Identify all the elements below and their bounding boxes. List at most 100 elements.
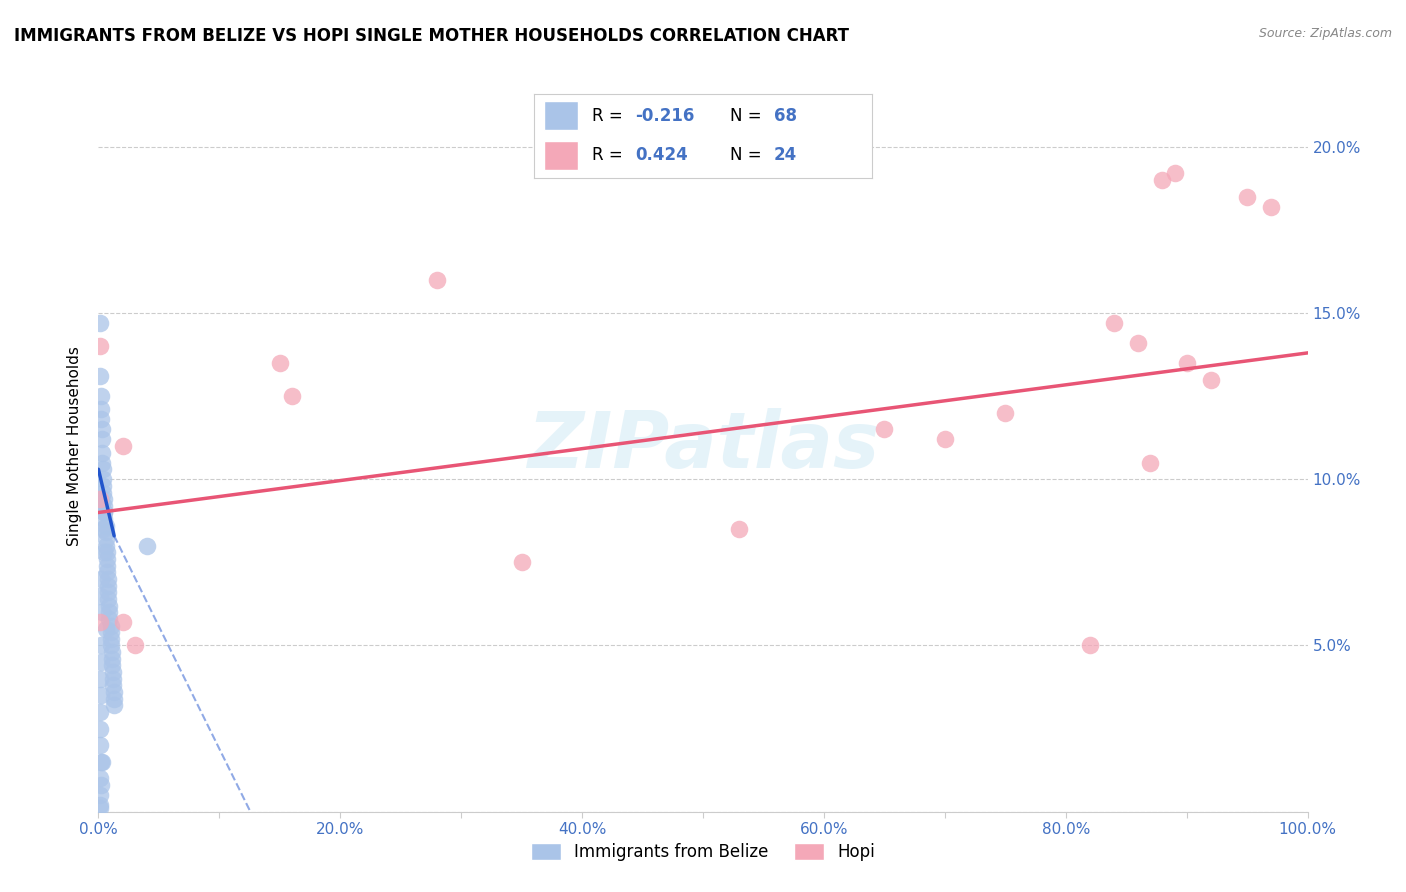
Point (90, 639, 112, 653)
Point (89, 738, 111, 752)
Text: N =: N = (730, 107, 766, 125)
Point (1199, 372, 1222, 386)
Point (91, 472, 114, 486)
Point (91, 445, 114, 459)
Point (91, 479, 114, 493)
Point (100, 632, 122, 646)
Point (100, 652, 122, 666)
Point (97, 572, 120, 586)
Text: Source: ZipAtlas.com: Source: ZipAtlas.com (1258, 27, 1392, 40)
Point (93, 506, 115, 520)
Point (97, 585, 120, 599)
Point (94, 622, 117, 636)
Point (1236, 189, 1258, 203)
Point (101, 672, 124, 686)
Point (100, 618, 122, 632)
Text: ZIPatlas: ZIPatlas (527, 408, 879, 484)
Point (93, 545, 115, 559)
Point (101, 678, 124, 692)
Point (91, 433, 114, 447)
Point (90, 655, 112, 669)
Text: R =: R = (592, 107, 627, 125)
Point (103, 691, 125, 706)
Point (934, 433, 956, 447)
Text: IMMIGRANTS FROM BELIZE VS HOPI SINGLE MOTHER HOUSEHOLDS CORRELATION CHART: IMMIGRANTS FROM BELIZE VS HOPI SINGLE MO… (14, 27, 849, 45)
Point (89, 798, 111, 813)
Point (90, 402, 112, 417)
Point (93, 499, 115, 513)
Text: 0.424: 0.424 (636, 145, 689, 163)
Point (89, 722, 111, 736)
Point (91, 462, 114, 476)
Point (1152, 173, 1174, 187)
Point (426, 273, 449, 287)
Point (1102, 316, 1125, 330)
Point (96, 566, 118, 580)
Point (89, 589, 111, 603)
Point (124, 639, 146, 653)
Point (96, 552, 118, 566)
Point (994, 406, 1017, 420)
Point (89, 316, 111, 330)
Legend: Immigrants from Belize, Hopi: Immigrants from Belize, Hopi (523, 834, 883, 869)
Point (91, 755, 114, 769)
Point (873, 422, 896, 436)
Point (91, 485, 114, 500)
Point (97, 579, 120, 593)
Point (94, 518, 117, 533)
Point (135, 539, 157, 553)
Bar (544, 102, 578, 130)
Text: 68: 68 (773, 107, 797, 125)
Text: -0.216: -0.216 (636, 107, 695, 125)
Point (94, 532, 117, 546)
Point (100, 658, 122, 673)
Point (1078, 639, 1101, 653)
Point (94, 525, 117, 540)
Point (90, 689, 112, 703)
Point (111, 439, 134, 453)
Point (91, 422, 114, 436)
Point (91, 522, 114, 536)
Point (98, 605, 121, 619)
Point (111, 615, 134, 630)
Point (728, 522, 751, 536)
Point (93, 512, 115, 526)
Point (96, 545, 118, 559)
Text: 24: 24 (773, 145, 797, 163)
Point (101, 665, 124, 679)
Point (97, 591, 120, 606)
Point (89, 801, 111, 815)
Point (1128, 335, 1150, 350)
Point (98, 599, 121, 613)
Point (89, 369, 111, 384)
Point (90, 389, 112, 403)
Text: R =: R = (592, 145, 627, 163)
Point (98, 612, 121, 626)
Point (103, 698, 125, 713)
Point (89, 492, 111, 507)
Point (1139, 456, 1161, 470)
Point (90, 755, 112, 769)
Point (93, 492, 115, 507)
Point (94, 539, 117, 553)
Bar (544, 141, 578, 169)
Point (1175, 356, 1198, 370)
Point (89, 672, 111, 686)
Point (91, 605, 114, 619)
Point (281, 389, 304, 403)
Point (89, 772, 111, 786)
Point (90, 572, 112, 586)
Point (89, 788, 111, 802)
Point (103, 685, 125, 699)
Point (90, 412, 112, 426)
Point (100, 625, 122, 640)
Point (91, 456, 114, 470)
Point (89, 705, 111, 719)
Point (1163, 166, 1185, 180)
Point (90, 778, 112, 792)
Point (89, 615, 111, 630)
Point (1260, 200, 1282, 214)
Point (89, 339, 111, 353)
Text: N =: N = (730, 145, 766, 163)
Point (100, 639, 122, 653)
